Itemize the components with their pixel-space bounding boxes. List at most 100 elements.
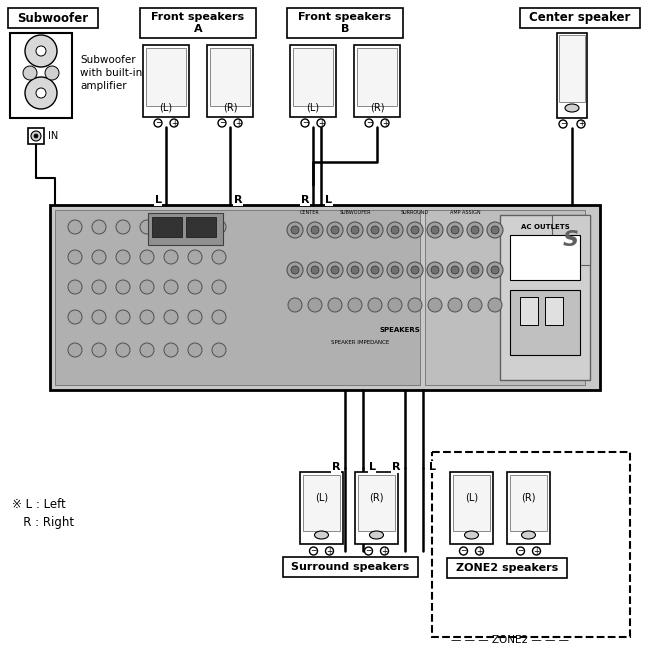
Circle shape — [212, 250, 226, 264]
Circle shape — [381, 119, 389, 127]
Ellipse shape — [565, 104, 579, 112]
Circle shape — [164, 220, 178, 234]
Circle shape — [31, 131, 41, 141]
Text: Subwoofer: Subwoofer — [18, 11, 89, 24]
Circle shape — [491, 266, 499, 274]
Circle shape — [68, 310, 82, 324]
Bar — [453, 475, 490, 531]
Circle shape — [447, 222, 463, 238]
Circle shape — [367, 222, 383, 238]
Circle shape — [325, 547, 334, 555]
Circle shape — [388, 298, 402, 312]
Circle shape — [154, 119, 162, 127]
Bar — [186, 217, 216, 237]
Circle shape — [368, 298, 382, 312]
Ellipse shape — [522, 531, 535, 539]
Text: −: − — [365, 546, 372, 556]
Text: (R): (R) — [370, 102, 384, 112]
Circle shape — [387, 262, 403, 278]
Bar — [355, 472, 398, 544]
Circle shape — [487, 262, 503, 278]
Text: R: R — [332, 462, 340, 472]
Circle shape — [36, 88, 46, 98]
Bar — [55, 210, 420, 385]
Text: +: + — [382, 119, 388, 127]
Circle shape — [140, 343, 154, 357]
Circle shape — [310, 547, 318, 555]
Circle shape — [327, 222, 343, 238]
Circle shape — [351, 226, 359, 234]
Circle shape — [559, 120, 567, 128]
Circle shape — [317, 119, 325, 127]
Text: −: − — [517, 546, 524, 556]
Text: (L): (L) — [315, 492, 328, 502]
Bar — [283, 557, 418, 577]
Circle shape — [364, 547, 372, 555]
Circle shape — [407, 222, 423, 238]
Text: IN: IN — [48, 131, 58, 141]
Bar — [510, 235, 580, 280]
Circle shape — [387, 222, 403, 238]
Bar — [152, 217, 182, 237]
Circle shape — [467, 222, 483, 238]
Text: L: L — [368, 462, 376, 472]
Circle shape — [92, 343, 106, 357]
Circle shape — [468, 298, 482, 312]
Circle shape — [287, 262, 303, 278]
Bar — [450, 472, 493, 544]
Text: SUBWOOFER: SUBWOOFER — [339, 211, 371, 216]
Bar — [50, 205, 600, 390]
Circle shape — [475, 547, 484, 555]
Circle shape — [451, 266, 459, 274]
Circle shape — [287, 222, 303, 238]
Bar — [357, 48, 397, 106]
Circle shape — [92, 310, 106, 324]
Circle shape — [92, 220, 106, 234]
Text: Center speaker: Center speaker — [529, 11, 630, 24]
Circle shape — [491, 226, 499, 234]
Bar — [552, 215, 590, 265]
Circle shape — [164, 310, 178, 324]
Circle shape — [68, 220, 82, 234]
Bar — [507, 472, 550, 544]
Ellipse shape — [464, 531, 479, 539]
Circle shape — [488, 298, 502, 312]
Bar — [510, 475, 547, 531]
Text: ※ L : Left
   R : Right: ※ L : Left R : Right — [12, 498, 74, 529]
Circle shape — [407, 262, 423, 278]
Text: +: + — [477, 546, 482, 556]
Circle shape — [25, 77, 57, 109]
Circle shape — [347, 262, 363, 278]
Circle shape — [431, 226, 439, 234]
Bar — [10, 33, 72, 118]
Circle shape — [431, 266, 439, 274]
Bar — [358, 475, 395, 531]
Circle shape — [307, 262, 323, 278]
Circle shape — [516, 547, 524, 555]
Text: Surround speakers: Surround speakers — [291, 562, 409, 572]
Bar — [520, 8, 640, 28]
Text: L: L — [428, 462, 436, 472]
Bar — [303, 475, 340, 531]
Circle shape — [365, 119, 373, 127]
Bar — [293, 48, 333, 106]
Bar — [8, 8, 98, 28]
Text: +: + — [171, 119, 177, 127]
Text: −: − — [155, 119, 161, 127]
Circle shape — [487, 222, 503, 238]
Text: −: − — [310, 546, 317, 556]
Circle shape — [471, 266, 479, 274]
Bar — [447, 558, 567, 578]
Circle shape — [212, 220, 226, 234]
Circle shape — [471, 226, 479, 234]
Circle shape — [288, 298, 302, 312]
Circle shape — [140, 250, 154, 264]
Text: −: − — [560, 119, 566, 129]
Circle shape — [448, 298, 462, 312]
Circle shape — [164, 280, 178, 294]
Text: +: + — [381, 546, 388, 556]
Circle shape — [164, 343, 178, 357]
Circle shape — [328, 298, 342, 312]
Circle shape — [460, 547, 467, 555]
Circle shape — [408, 298, 422, 312]
